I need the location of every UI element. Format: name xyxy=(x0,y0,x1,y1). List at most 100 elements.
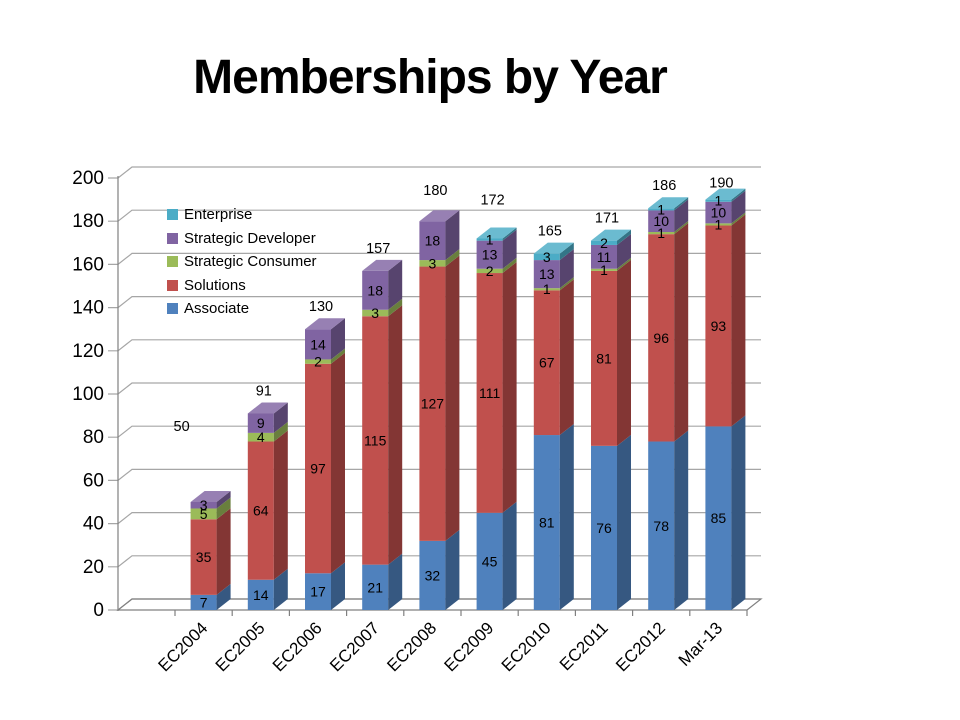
bar-segment-front xyxy=(591,445,617,610)
bar-segment-front xyxy=(362,564,389,610)
bar-segment-front xyxy=(648,232,675,235)
segment-value-label: 2 xyxy=(314,354,322,370)
y-tick-label: 160 xyxy=(72,254,104,275)
bar-segment-side xyxy=(674,221,689,235)
bar-segment-front xyxy=(305,363,331,574)
segment-value-label: 85 xyxy=(711,510,727,526)
legend-item: Strategic Developer xyxy=(167,227,317,251)
bar-segment-side xyxy=(731,214,746,427)
bar-segment-front xyxy=(648,441,675,610)
bar-segment-front xyxy=(247,579,274,610)
bar-segment-top xyxy=(533,242,574,254)
bar-segment-side xyxy=(388,305,403,565)
segment-value-label: 32 xyxy=(425,567,441,583)
bar-segment-front xyxy=(705,201,732,224)
bar-segment-front xyxy=(476,512,503,610)
bar-segment-side xyxy=(559,242,574,261)
bar-segment-front xyxy=(305,329,331,360)
segment-value-label: 3 xyxy=(543,249,551,265)
bar-segment-front xyxy=(362,316,389,565)
bar-segment-front xyxy=(305,573,331,610)
legend-swatch xyxy=(167,279,178,291)
bar-segment-side xyxy=(331,348,345,364)
bar-segment-top xyxy=(476,227,517,239)
segment-value-label: 67 xyxy=(539,355,555,371)
bar-segment-front xyxy=(533,253,560,261)
bar-segment-front xyxy=(247,413,274,433)
bar-segment-front xyxy=(648,234,675,442)
bar-segment-side xyxy=(559,249,574,289)
bar-segment-side xyxy=(731,190,746,224)
legend-label: Strategic Developer xyxy=(184,229,316,247)
category-label: EC2006 xyxy=(269,618,326,675)
bar-segment-side xyxy=(617,233,631,269)
bar-segment-side xyxy=(216,491,231,509)
bar-segment-side xyxy=(617,229,631,245)
chart-legend: Enterprise Strategic Developer Strategic C… xyxy=(167,203,317,321)
legend-swatch xyxy=(167,232,178,244)
bar-segment-side xyxy=(388,298,403,317)
total-value-label: 165 xyxy=(538,224,562,240)
bar-segment-side xyxy=(445,255,460,541)
bar-segment-front xyxy=(190,519,217,595)
total-value-label: 171 xyxy=(595,211,619,227)
segment-value-label: 2 xyxy=(600,235,608,251)
bar-segment-side xyxy=(731,415,746,610)
category-label: EC2009 xyxy=(441,618,498,675)
total-value-label: 180 xyxy=(423,183,447,199)
category-label: EC2011 xyxy=(556,618,612,674)
segment-value-label: 21 xyxy=(367,579,383,595)
chart-title: Memberships by Year xyxy=(193,51,668,104)
legend-label: Strategic Consumer xyxy=(184,253,317,271)
segment-value-label: 78 xyxy=(653,518,669,534)
legend-label: Enterprise xyxy=(184,206,253,224)
bar-segment-front xyxy=(476,268,503,274)
total-value-label: 50 xyxy=(174,419,190,435)
category-label: EC2010 xyxy=(498,618,555,675)
bar-segment-front xyxy=(362,270,389,310)
bar-segment-side xyxy=(502,227,517,241)
segment-value-label: 35 xyxy=(196,549,212,565)
segment-value-label: 17 xyxy=(310,584,326,600)
bar-segment-front xyxy=(533,260,560,289)
legend-item: Strategic Consumer xyxy=(167,250,317,274)
bar-segment-front xyxy=(591,268,617,271)
legend-swatch xyxy=(167,256,178,268)
bar-segment-side xyxy=(273,430,288,580)
bar-segment-side xyxy=(731,212,746,226)
bar-segment-front xyxy=(533,435,560,610)
bar-segment-side xyxy=(388,553,403,610)
segment-value-label: 14 xyxy=(310,336,326,352)
segment-value-label: 1 xyxy=(657,225,665,241)
bar-segment-top xyxy=(419,210,460,222)
bar-segment-front xyxy=(476,273,503,513)
bar-segment-side xyxy=(273,402,288,433)
segment-value-label: 7 xyxy=(200,594,208,610)
bar-segment-side xyxy=(617,434,631,610)
segment-value-label: 127 xyxy=(421,396,445,412)
segment-value-label: 81 xyxy=(596,350,612,366)
segment-value-label: 97 xyxy=(310,461,326,477)
bar-segment-side xyxy=(674,197,689,211)
bar-segment-front xyxy=(190,594,217,610)
bar-segment-side xyxy=(273,421,288,442)
y-tick-label: 100 xyxy=(72,384,104,405)
total-value-label: 186 xyxy=(652,178,676,194)
y-tick-label: 80 xyxy=(83,427,104,448)
bar-segment-side xyxy=(331,352,345,574)
bar-segment-front xyxy=(533,288,560,291)
bar-segment-front xyxy=(362,309,389,317)
bar-segment-front xyxy=(533,290,560,436)
bar-segment-front xyxy=(591,244,617,269)
segment-value-label: 1 xyxy=(715,216,723,232)
segment-value-label: 76 xyxy=(596,520,612,536)
total-value-label: 172 xyxy=(480,192,504,208)
segment-value-label: 10 xyxy=(653,213,669,229)
bar-segment-front xyxy=(648,210,675,232)
category-label: EC2008 xyxy=(383,618,440,675)
segment-value-label: 3 xyxy=(200,497,208,513)
bar-segment-side xyxy=(559,277,574,291)
bar-segment-front xyxy=(247,432,274,442)
segment-value-label: 1 xyxy=(486,232,494,248)
